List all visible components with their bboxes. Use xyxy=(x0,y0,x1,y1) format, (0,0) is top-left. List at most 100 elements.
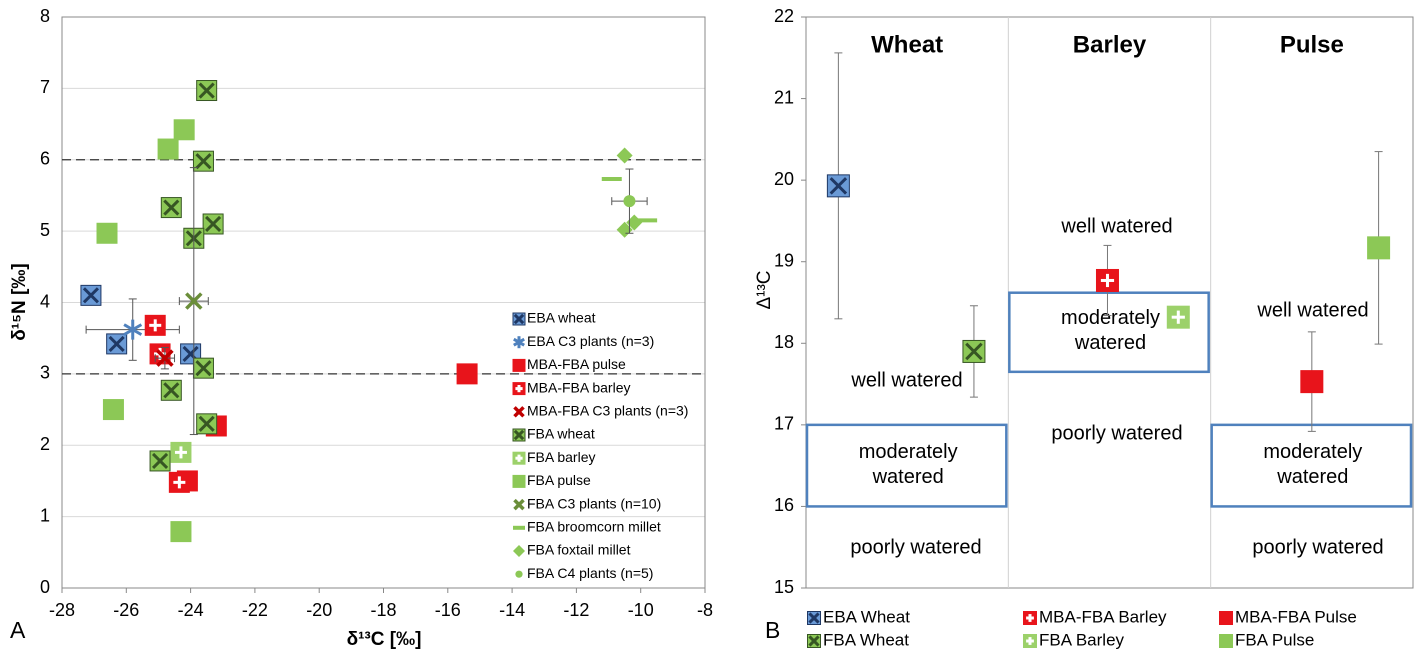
marker-part xyxy=(157,138,179,160)
y-tick-label: 4 xyxy=(40,291,50,311)
marker xyxy=(512,428,526,442)
x-tick-label: -20 xyxy=(306,600,332,620)
legend-label: FBA foxtail millet xyxy=(527,542,631,558)
marker xyxy=(807,611,821,625)
marker xyxy=(157,138,179,160)
x-tick-label: -28 xyxy=(49,600,75,620)
zone-label-box: moderately watered xyxy=(1263,441,1362,488)
y-tick-label: 16 xyxy=(774,495,794,515)
x-tick-label: -26 xyxy=(113,600,139,620)
marker-part xyxy=(205,215,222,233)
marker xyxy=(1095,268,1119,292)
marker-part xyxy=(513,429,525,441)
marker xyxy=(513,406,525,418)
x-tick-label: -8 xyxy=(697,600,713,620)
y-tick-label: 18 xyxy=(774,332,794,352)
marker xyxy=(826,174,850,198)
y-tick-label: 19 xyxy=(774,250,794,270)
legend-label: FBA Pulse xyxy=(1235,630,1314,649)
marker-part xyxy=(198,82,215,99)
marker xyxy=(513,336,525,349)
zone-label: well watered xyxy=(1256,299,1368,321)
legend-label: FBA barley xyxy=(527,449,595,465)
marker-part xyxy=(808,612,820,624)
marker xyxy=(1023,611,1037,625)
y-axis-label: Δ¹³C xyxy=(754,270,775,309)
legend-label: EBA Wheat xyxy=(823,607,910,626)
marker-part xyxy=(123,323,143,336)
y-tick-label: 5 xyxy=(40,220,50,240)
y-tick-label: 21 xyxy=(774,87,794,107)
marker-part xyxy=(512,358,526,372)
marker xyxy=(144,314,166,336)
marker xyxy=(156,349,174,367)
x-axis-label: δ¹³C [‰] xyxy=(347,629,422,650)
legend-label: MBA-FBA C3 plants (n=3) xyxy=(527,403,688,419)
marker-part xyxy=(513,498,525,511)
marker-part xyxy=(163,199,180,216)
marker xyxy=(807,634,821,648)
marker-part xyxy=(1219,634,1233,648)
marker-part xyxy=(170,521,192,543)
marker xyxy=(1300,370,1324,394)
zone-box xyxy=(1210,423,1413,508)
marker xyxy=(170,441,192,463)
category-title: Pulse xyxy=(1280,31,1344,58)
marker xyxy=(512,312,526,326)
marker xyxy=(149,450,171,472)
category-title: Barley xyxy=(1073,31,1147,58)
y-tick-label: 6 xyxy=(40,149,50,169)
marker-part xyxy=(195,360,212,377)
legend-label: MBA-FBA pulse xyxy=(527,356,626,372)
marker-part xyxy=(163,382,180,399)
marker xyxy=(80,284,102,306)
marker xyxy=(1367,236,1391,260)
zone-label-box: moderately watered xyxy=(1061,307,1160,354)
panel-label: B xyxy=(765,617,780,643)
marker xyxy=(192,357,214,379)
marker xyxy=(513,545,525,557)
legend-label: FBA broomcorn millet xyxy=(527,519,661,535)
marker-part xyxy=(623,195,636,208)
x-tick-label: -14 xyxy=(499,600,525,620)
legend-label: EBA C3 plants (n=3) xyxy=(527,333,654,349)
zone-label: well watered xyxy=(1060,215,1172,237)
marker xyxy=(160,197,182,219)
y-tick-label: 20 xyxy=(774,169,794,189)
marker xyxy=(185,292,203,310)
legend-label: FBA pulse xyxy=(527,472,591,488)
marker xyxy=(626,214,643,231)
marker xyxy=(96,222,118,244)
marker xyxy=(202,213,224,235)
marker xyxy=(1219,611,1233,625)
marker xyxy=(512,474,526,488)
marker xyxy=(173,119,195,141)
zone-box xyxy=(1008,291,1210,374)
marker-part xyxy=(829,177,848,195)
marker-part xyxy=(151,452,169,470)
marker-part xyxy=(456,363,478,385)
marker xyxy=(102,399,124,421)
plot-frame xyxy=(61,16,706,589)
marker xyxy=(196,413,218,435)
zone-label: poorly watered xyxy=(1051,422,1182,444)
marker-part xyxy=(626,214,643,231)
marker xyxy=(512,358,526,372)
marker xyxy=(623,195,636,208)
zone-label-box: moderately watered xyxy=(858,440,958,488)
category-title: Wheat xyxy=(871,31,943,58)
marker xyxy=(515,570,523,578)
legend-label: FBA C3 plants (n=10) xyxy=(527,495,661,511)
y-tick-label: 3 xyxy=(40,363,50,383)
zone-label: moderately watered xyxy=(858,440,958,488)
marker-part xyxy=(156,349,174,367)
legend-label: FBA Barley xyxy=(1039,630,1125,649)
marker xyxy=(192,150,214,172)
marker-part xyxy=(513,337,525,347)
y-tick-label: 7 xyxy=(40,77,50,97)
y-tick-label: 15 xyxy=(774,577,794,597)
zone-label: well watered xyxy=(850,369,962,391)
marker xyxy=(512,451,526,465)
marker xyxy=(1219,634,1233,648)
